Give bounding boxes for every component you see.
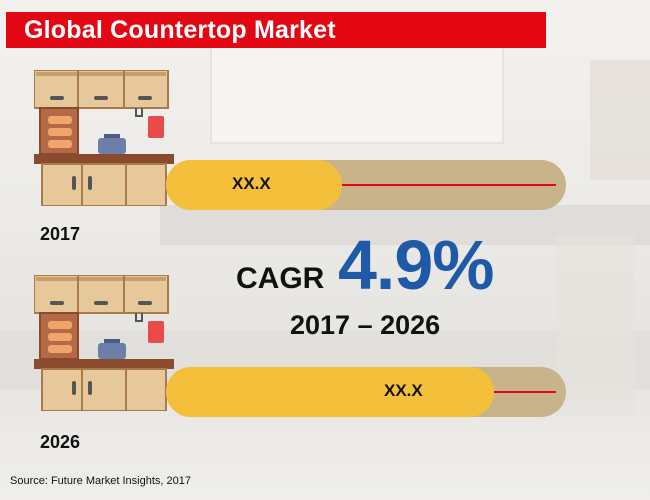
title-bar: Global Countertop Market: [6, 12, 546, 48]
bar-track-line: [494, 391, 556, 393]
bar-label-2026: XX.X: [384, 381, 423, 400]
year-label-2017: 2017: [40, 224, 81, 244]
bar-track-2026: XX.X: [166, 367, 566, 417]
bar-2017: [166, 160, 342, 210]
cagr-label: CAGR: [236, 262, 325, 295]
kitchen-cabinet-icon: [34, 70, 174, 206]
background-cabinet: [590, 60, 650, 180]
cagr-value: 4.9%: [338, 226, 495, 304]
bar-track-2017: XX.X: [166, 160, 566, 210]
background-door: [555, 235, 635, 415]
bar-2026: [166, 367, 494, 417]
source-note: Source: Future Market Insights, 2017: [10, 475, 191, 487]
kitchen-cabinet-icon: [34, 275, 174, 411]
cagr-period: 2017 – 2026: [290, 310, 441, 340]
bar-track-line: [342, 184, 556, 186]
year-label-2026: 2026: [40, 432, 81, 452]
page-title: Global Countertop Market: [24, 16, 336, 44]
bar-label-2017: XX.X: [232, 174, 271, 193]
